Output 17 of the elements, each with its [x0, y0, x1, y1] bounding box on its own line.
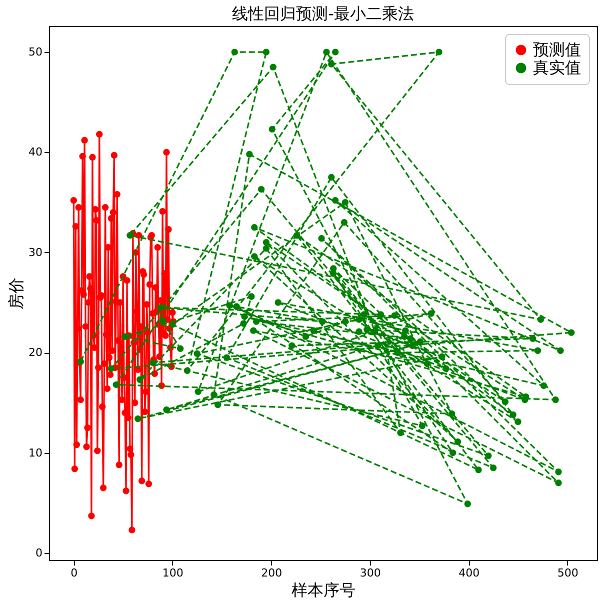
x-tick-label: 400: [458, 566, 480, 580]
y-tick-label: 50: [28, 46, 42, 59]
x-tick-label: 500: [557, 566, 578, 580]
y-tick-label: 40: [28, 146, 42, 159]
y-tick-label: 20: [28, 346, 42, 360]
x-tick-label: 200: [261, 566, 282, 580]
x-tick-label: 0: [70, 566, 78, 580]
legend-label: 预测值: [533, 40, 581, 59]
y-tick-label: 0: [36, 546, 42, 560]
y-axis-title: 房价: [6, 278, 26, 310]
legend-label: 真实值: [533, 58, 581, 77]
x-tick-label: 100: [162, 566, 184, 580]
chart-title: 线性回归预测-最小二乘法: [232, 4, 414, 23]
y-tick-label: 10: [28, 446, 42, 460]
y-tick-label: 30: [28, 246, 42, 259]
x-tick-label: 300: [360, 566, 381, 580]
x-axis-title: 样本序号: [292, 580, 356, 600]
